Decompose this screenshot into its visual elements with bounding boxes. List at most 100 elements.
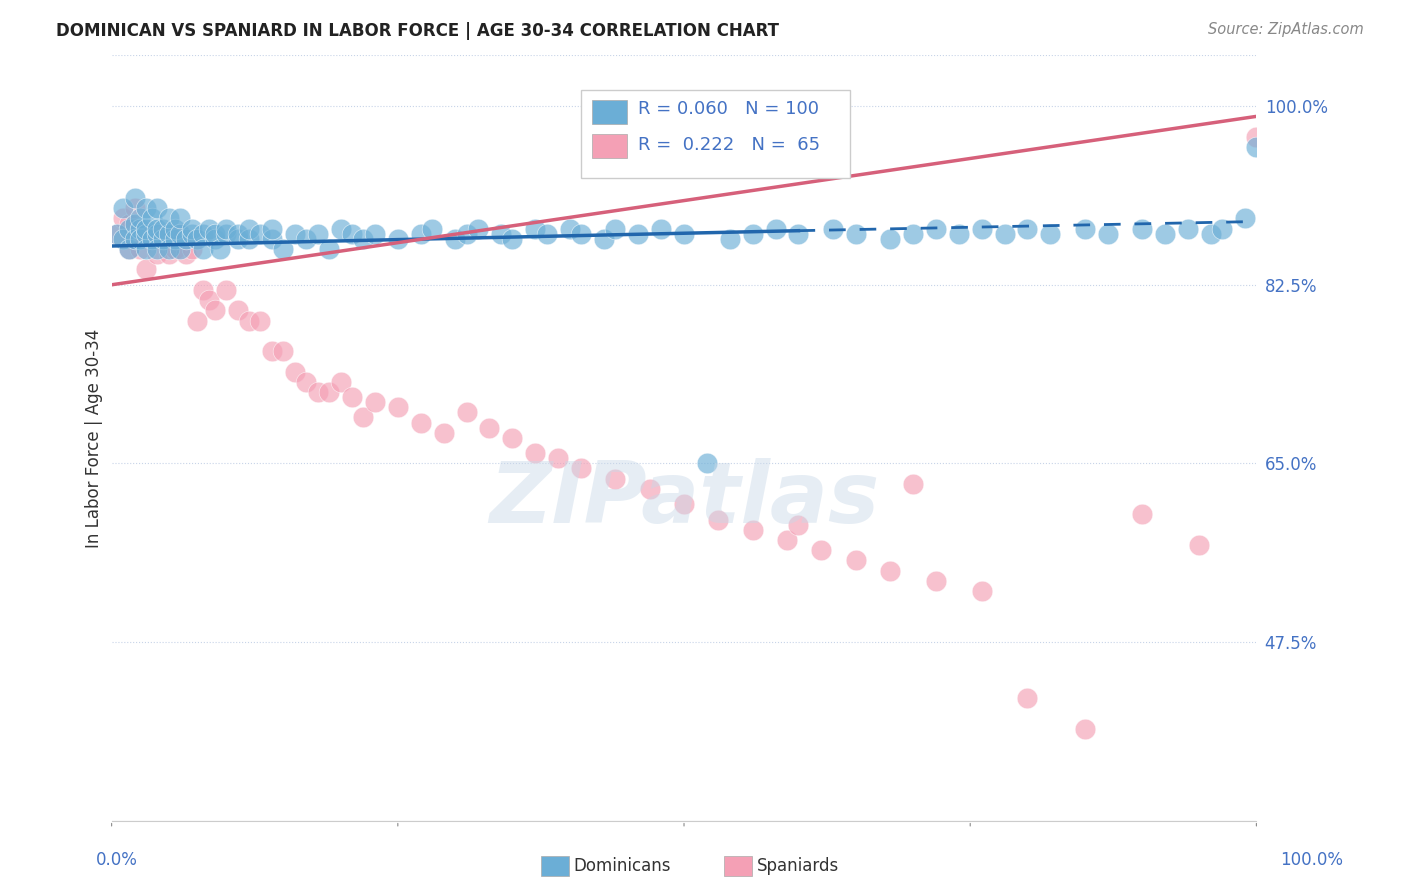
Point: [501, 431, 523, 445]
Point: [1177, 221, 1199, 235]
Point: [879, 232, 901, 246]
Point: [105, 227, 128, 241]
Point: [524, 446, 547, 460]
Point: [169, 242, 191, 256]
Point: [124, 232, 146, 246]
Point: [284, 365, 307, 379]
Point: [845, 227, 868, 241]
Point: [605, 472, 627, 486]
Point: [135, 227, 157, 241]
Point: [215, 283, 238, 297]
Point: [118, 242, 141, 256]
Point: [152, 232, 174, 246]
Point: [152, 232, 174, 246]
Text: Source: ZipAtlas.com: Source: ZipAtlas.com: [1208, 22, 1364, 37]
Point: [129, 211, 152, 226]
Point: [901, 476, 924, 491]
Point: [180, 221, 202, 235]
Point: [329, 221, 352, 235]
Point: [118, 242, 141, 256]
Point: [135, 201, 157, 215]
Point: [456, 227, 478, 241]
Point: [1130, 221, 1153, 235]
Text: 0.0%: 0.0%: [96, 851, 138, 869]
Point: [707, 512, 730, 526]
Point: [741, 523, 763, 537]
Point: [284, 227, 307, 241]
Point: [105, 227, 128, 241]
Point: [180, 242, 202, 256]
Point: [524, 221, 547, 235]
Point: [650, 221, 672, 235]
Point: [558, 221, 581, 235]
Point: [420, 221, 443, 235]
Point: [215, 221, 238, 235]
Point: [204, 227, 226, 241]
Point: [146, 221, 169, 235]
Point: [1211, 221, 1233, 235]
Point: [993, 227, 1015, 241]
Point: [1017, 221, 1039, 235]
Bar: [592, 100, 627, 124]
Point: [135, 242, 157, 256]
Point: [1073, 722, 1095, 736]
Point: [295, 375, 318, 389]
Point: [340, 390, 363, 404]
Point: [226, 303, 249, 318]
Point: [1246, 129, 1268, 144]
Point: [129, 232, 152, 246]
Text: R =  0.222   N =  65: R = 0.222 N = 65: [638, 136, 820, 153]
Text: 100.0%: 100.0%: [1279, 851, 1343, 869]
Point: [409, 416, 432, 430]
Point: [307, 384, 329, 399]
Point: [1233, 211, 1256, 226]
Point: [318, 242, 340, 256]
Point: [193, 242, 215, 256]
Point: [501, 232, 523, 246]
Point: [238, 232, 260, 246]
Point: [174, 247, 197, 261]
Point: [273, 344, 295, 359]
Text: DOMINICAN VS SPANIARD IN LABOR FORCE | AGE 30-34 CORRELATION CHART: DOMINICAN VS SPANIARD IN LABOR FORCE | A…: [56, 22, 779, 40]
Point: [925, 574, 948, 588]
Point: [215, 227, 238, 241]
Point: [124, 191, 146, 205]
Point: [146, 242, 169, 256]
Point: [1073, 221, 1095, 235]
Point: [157, 227, 180, 241]
Point: [112, 201, 135, 215]
Point: [260, 344, 283, 359]
Point: [569, 461, 592, 475]
Point: [387, 401, 409, 415]
Point: [478, 420, 501, 434]
Point: [186, 232, 208, 246]
Point: [204, 303, 226, 318]
Point: [970, 584, 993, 599]
Point: [204, 232, 226, 246]
Point: [1039, 227, 1062, 241]
Point: [340, 227, 363, 241]
Point: [1199, 227, 1222, 241]
Point: [1097, 227, 1119, 241]
Point: [273, 242, 295, 256]
Y-axis label: In Labor Force | Age 30-34: In Labor Force | Age 30-34: [86, 328, 103, 548]
Point: [353, 410, 375, 425]
Point: [1188, 538, 1211, 552]
Point: [163, 221, 186, 235]
Point: [970, 221, 993, 235]
Point: [118, 217, 141, 231]
Point: [163, 232, 186, 246]
Bar: [592, 134, 627, 159]
Point: [489, 227, 512, 241]
Point: [249, 313, 271, 327]
Point: [124, 201, 146, 215]
Point: [174, 232, 197, 246]
Point: [787, 517, 810, 532]
Point: [157, 227, 180, 241]
Point: [180, 227, 202, 241]
Point: [118, 221, 141, 235]
Point: [124, 217, 146, 231]
Point: [718, 232, 741, 246]
Point: [364, 395, 387, 409]
Point: [821, 221, 844, 235]
